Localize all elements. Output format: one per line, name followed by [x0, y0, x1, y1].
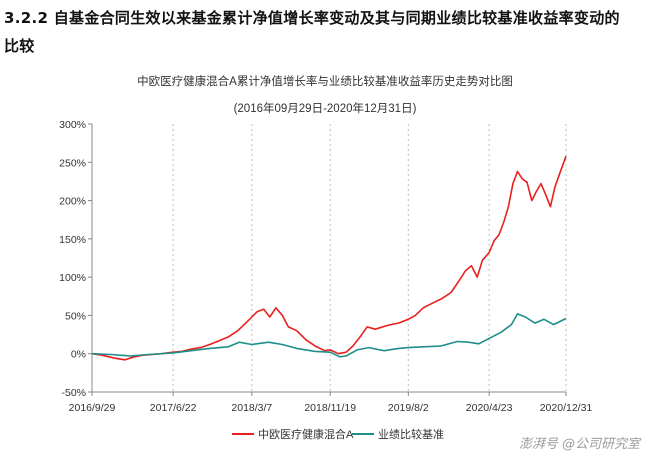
fund-series-line — [91, 155, 567, 361]
benchmark-series-line — [91, 313, 567, 358]
x-tick-label: 2018/3/7 — [231, 402, 272, 414]
chart-title: 中欧医疗健康混合A累计净值增长率与业绩比较基准收益率历史走势对比图 — [137, 76, 513, 88]
y-tick-label: 300% — [59, 119, 86, 131]
section-heading: 3.2.2 自基金合同生效以来基金累计净值增长率变动及其与同期业绩比较基准收益率… — [4, 9, 620, 55]
axes — [88, 123, 567, 396]
y-tick-label: -50% — [61, 387, 86, 399]
legend-label: 中欧医疗健康混合A — [258, 427, 354, 441]
legend: 中欧医疗健康混合A 业绩比较基准 — [232, 427, 444, 441]
y-tick-label: 150% — [59, 234, 86, 246]
y-tick-label: 50% — [65, 310, 86, 322]
y-tick-label: 0% — [71, 349, 86, 361]
chart-subtitle: (2016年09月29日-2020年12月31日) — [233, 103, 417, 115]
x-tick-label: 2020/12/31 — [540, 402, 593, 414]
y-tick-label: 100% — [59, 272, 86, 284]
watermark-text: 澎湃号 @公司研究室 — [518, 437, 640, 452]
x-tick-label: 2019/8/2 — [388, 402, 429, 414]
x-tick-label: 2020/4/23 — [466, 402, 513, 414]
legend-label: 业绩比较基准 — [378, 427, 444, 441]
series-lines — [91, 155, 567, 361]
y-tick-label: 200% — [59, 196, 86, 208]
x-tick-label: 2016/9/29 — [69, 402, 116, 414]
x-tick-label: 2018/11/19 — [304, 402, 356, 414]
y-tick-label: 250% — [59, 157, 86, 169]
x-tick-label: 2017/6/22 — [150, 402, 197, 414]
tick-labels: -50% 0% 50% 100% 150% 200% 250% 300% 2016/9/29 20… — [59, 119, 592, 414]
